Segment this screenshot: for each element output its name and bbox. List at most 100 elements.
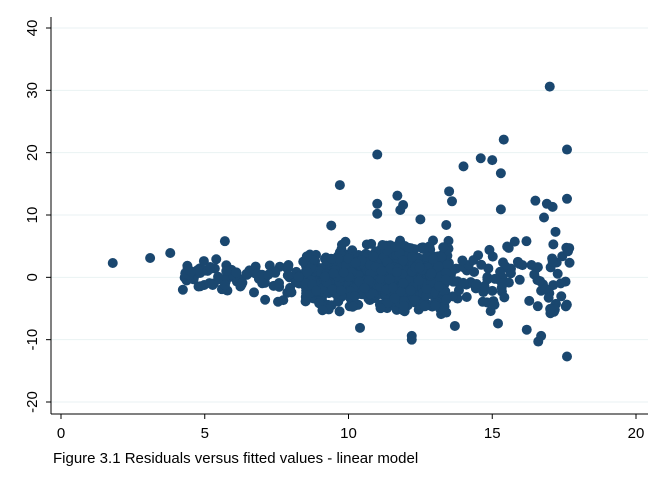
y-tick-label: 0: [24, 273, 41, 281]
data-point: [468, 255, 479, 266]
y-axis-ticks: -20 -10 0 10 20 30 40: [24, 20, 51, 413]
data-point: [556, 291, 567, 302]
data-point: [274, 277, 285, 288]
data-point: [198, 256, 209, 267]
data-point: [441, 294, 452, 305]
data-point: [489, 299, 500, 310]
data-point: [235, 281, 246, 292]
data-point: [487, 251, 498, 262]
data-point: [390, 241, 401, 252]
data-point: [293, 272, 304, 283]
y-tick-label: 30: [24, 82, 41, 99]
data-point: [514, 274, 525, 285]
data-point: [326, 220, 337, 231]
data-point: [447, 196, 457, 207]
data-point: [543, 292, 554, 303]
x-tick-label: 0: [57, 425, 65, 442]
data-point: [336, 285, 347, 296]
data-point: [397, 255, 408, 266]
data-point: [249, 287, 260, 298]
data-point: [441, 219, 452, 230]
data-point: [428, 235, 439, 246]
data-point: [444, 186, 455, 197]
y-tick-label: -10: [24, 329, 41, 351]
data-point: [405, 285, 416, 296]
data-point: [319, 271, 330, 282]
data-point: [145, 253, 156, 264]
data-point: [493, 318, 503, 329]
data-point: [440, 274, 451, 285]
data-point: [195, 281, 206, 292]
data-point: [375, 303, 386, 314]
data-point: [476, 259, 487, 270]
data-point: [317, 305, 328, 316]
data-point: [502, 241, 513, 252]
data-point: [343, 253, 354, 264]
data-point: [544, 81, 555, 92]
data-point: [521, 236, 532, 247]
data-point: [413, 275, 424, 286]
data-point: [392, 190, 403, 201]
data-point: [430, 300, 441, 311]
data-point: [532, 301, 543, 312]
data-point: [526, 260, 537, 271]
data-point: [384, 274, 395, 285]
data-point: [406, 334, 417, 345]
data-point: [545, 303, 556, 314]
data-point: [564, 257, 575, 268]
data-point: [177, 284, 188, 295]
data-point: [552, 268, 563, 279]
data-point: [347, 301, 358, 312]
data-point: [421, 283, 432, 294]
data-point: [438, 242, 449, 253]
data-point: [499, 292, 510, 303]
data-point: [539, 212, 549, 223]
data-point: [415, 214, 426, 225]
data-point: [426, 268, 437, 279]
data-point: [340, 236, 351, 247]
figure-caption: Figure 3.1 Residuals versus fitted value…: [53, 450, 418, 467]
data-point: [398, 278, 409, 289]
data-point: [372, 208, 383, 219]
data-point: [301, 251, 312, 262]
data-point: [263, 269, 274, 280]
y-tick-label: 10: [24, 207, 41, 224]
data-point: [328, 268, 339, 279]
data-point: [428, 254, 439, 265]
data-point: [220, 280, 231, 291]
data-point: [327, 284, 338, 295]
data-points: [107, 81, 575, 362]
data-point: [555, 278, 566, 289]
data-point: [475, 153, 486, 164]
data-point: [326, 254, 337, 265]
data-point: [433, 261, 444, 272]
data-point: [495, 266, 506, 277]
data-point: [398, 200, 409, 211]
data-point: [257, 278, 268, 289]
data-point: [509, 236, 520, 247]
data-point: [334, 180, 345, 191]
data-point: [561, 299, 572, 310]
data-point: [221, 266, 232, 277]
data-point: [461, 291, 472, 302]
data-point: [311, 285, 322, 296]
data-point: [241, 268, 252, 279]
data-point: [441, 259, 452, 270]
data-point: [530, 195, 541, 206]
data-point: [436, 251, 447, 262]
data-point: [372, 198, 383, 209]
data-point: [414, 262, 425, 273]
data-point: [457, 255, 468, 266]
y-tick-label: -20: [24, 391, 41, 413]
data-point: [382, 298, 393, 309]
data-point: [361, 239, 372, 250]
y-tick-label: 20: [24, 144, 41, 161]
data-point: [547, 201, 558, 212]
data-point: [300, 296, 311, 307]
data-point: [273, 296, 284, 307]
y-tick-label: 40: [24, 20, 41, 37]
data-point: [231, 267, 242, 278]
data-point: [282, 270, 293, 281]
